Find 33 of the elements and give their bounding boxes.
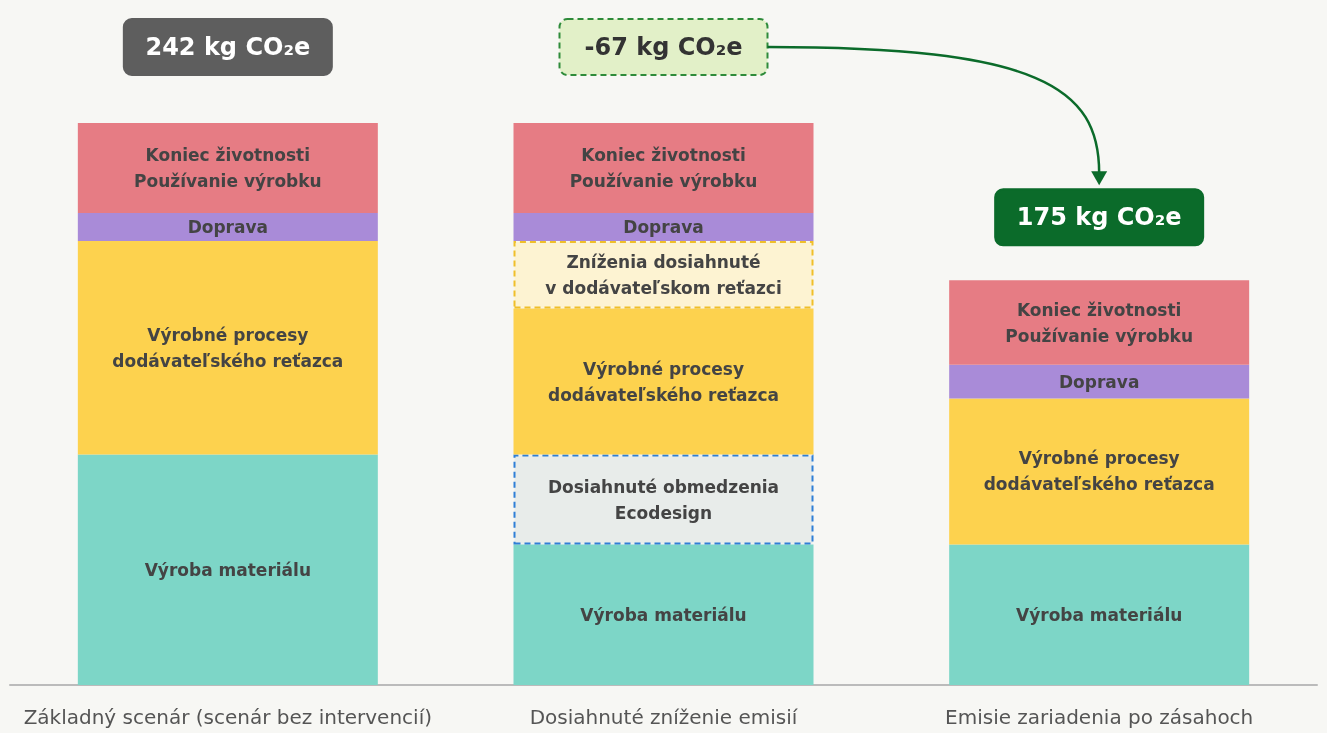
text: 242 kg CO₂e xyxy=(145,33,311,61)
annotation: 175 kg CO₂e xyxy=(1016,203,1182,232)
text: Výrobné procesy dodávateľského reťazca xyxy=(983,448,1215,495)
text: Doprava xyxy=(623,216,704,237)
bar xyxy=(77,212,378,242)
bar xyxy=(77,454,378,685)
bar xyxy=(77,241,378,455)
bar xyxy=(513,544,814,685)
text: Koniec životnosti Používanie výrobku xyxy=(133,144,322,191)
text: Výrobné procesy dodávateľského reťazca xyxy=(547,358,780,405)
series-label: Koniec životnosti Používanie výrobku xyxy=(1005,299,1194,346)
text: Doprava xyxy=(1058,371,1140,392)
bar xyxy=(949,364,1250,399)
series-label: Výroba materiálu xyxy=(580,604,747,625)
x-tick-label: Dosiahnuté zníženie emisií xyxy=(529,705,799,729)
bar xyxy=(949,398,1250,545)
x-tick-label: Základný scenár (scenár bez intervencií) xyxy=(23,705,433,729)
series-label: Zníženia dosiahnuté v dodávateľskom reťazci xyxy=(545,251,782,298)
bar xyxy=(949,280,1250,365)
series-label: Výrobné procesy dodávateľského reťazca xyxy=(112,324,344,371)
bar xyxy=(513,454,814,545)
bar xyxy=(513,308,814,455)
text: Výroba materiálu xyxy=(1016,604,1183,625)
text: Výroba materiálu xyxy=(144,559,311,580)
x-tick-label: Emisie zariadenia po zásahoch xyxy=(945,705,1254,729)
bar xyxy=(513,212,814,242)
text: -67 kg CO₂e xyxy=(584,33,743,61)
bar xyxy=(77,123,378,213)
bar xyxy=(513,123,814,213)
series-label: Doprava xyxy=(187,216,269,237)
bar xyxy=(949,544,1250,685)
text: Koniec životnosti Používanie výrobku xyxy=(569,144,758,191)
series-label: Dosiahnuté obmedzenia Ecodesign xyxy=(547,476,780,523)
